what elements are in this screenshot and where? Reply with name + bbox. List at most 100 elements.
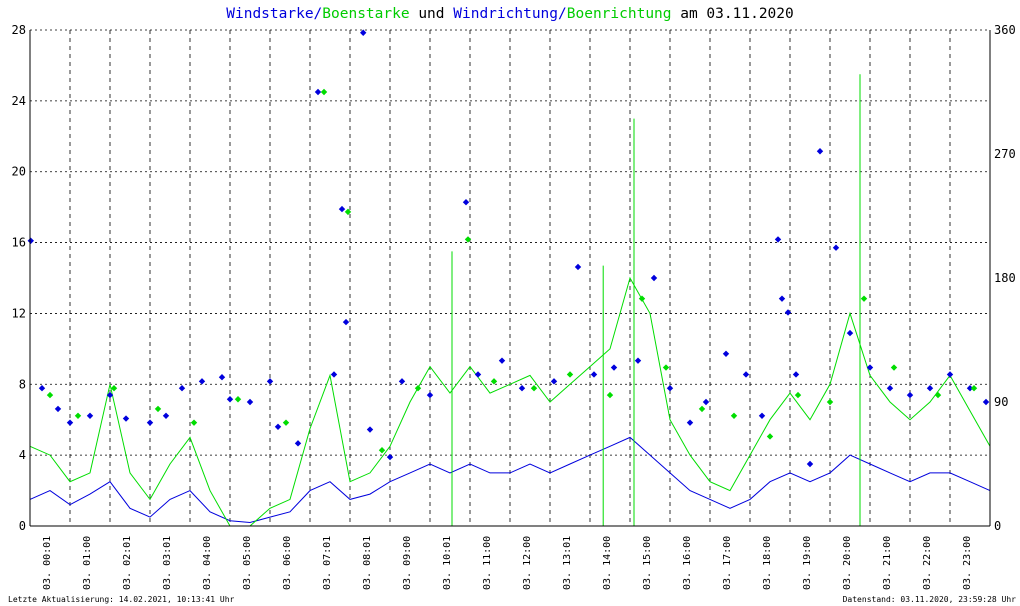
point-boenrichtung [890, 364, 898, 371]
point-windrichtung [686, 419, 694, 426]
y-right-tick-label: 180 [994, 271, 1016, 285]
x-tick-label: 03. 23:00 [962, 536, 973, 590]
point-windrichtung [266, 378, 274, 385]
point-boenrichtung [46, 391, 54, 399]
x-tick-label: 03. 14:00 [602, 536, 613, 590]
point-boenrichtung [766, 433, 774, 440]
series-points [27, 29, 990, 468]
y-left-tick-label: 24 [12, 94, 26, 108]
point-boenrichtung [464, 236, 472, 243]
point-windrichtung [816, 148, 824, 155]
point-windrichtung [866, 364, 874, 371]
point-windrichtung [666, 385, 674, 392]
x-tick-label: 03. 07:01 [322, 536, 333, 590]
x-tick-label: 03. 15:00 [642, 536, 653, 590]
point-boenrichtung [378, 447, 386, 454]
x-tick-label: 03. 03:01 [162, 536, 173, 590]
chart-title: Windstarke/Boenstarke und Windrichtung/B… [226, 6, 793, 22]
point-windrichtung [66, 419, 74, 426]
point-windrichtung [398, 378, 406, 385]
grid-lines [30, 30, 990, 526]
x-tick-label: 03. 11:00 [482, 536, 493, 590]
point-windrichtung [778, 295, 786, 302]
series-lines [29, 74, 991, 527]
point-windrichtung [54, 405, 62, 413]
x-tick-label: 03. 21:00 [882, 536, 893, 590]
point-boenrichtung [190, 419, 198, 426]
point-boenrichtung [490, 378, 498, 385]
point-windrichtung [198, 378, 206, 385]
x-tick-label: 03. 04:00 [202, 536, 213, 590]
title-date: am 03.11.2020 [672, 6, 794, 22]
y-right-tick-label: 360 [994, 23, 1016, 37]
point-windrichtung [330, 371, 338, 378]
point-windrichtung [758, 412, 766, 419]
point-windrichtung [742, 371, 750, 378]
y-right-tick-label: 90 [994, 395, 1008, 409]
y-left-tick-label: 4 [19, 448, 26, 462]
point-windrichtung [274, 423, 282, 430]
point-windrichtung [966, 385, 974, 392]
point-windrichtung [360, 29, 367, 36]
point-windrichtung [610, 364, 618, 371]
x-tick-label: 03. 10:01 [442, 536, 453, 590]
x-tick-label: 03. 01:00 [82, 536, 93, 590]
point-boenrichtung [730, 412, 738, 419]
point-windrichtung [498, 357, 506, 364]
point-windrichtung [982, 398, 990, 406]
title-windrichtung: Windrichtung/ [453, 6, 567, 22]
x-tick-label: 03. 00:01 [42, 536, 53, 590]
point-windrichtung [178, 385, 186, 392]
point-windrichtung [38, 385, 46, 392]
point-windrichtung [218, 374, 226, 381]
point-windrichtung [590, 371, 598, 378]
point-windrichtung [634, 357, 642, 364]
series-line-windstarke [29, 436, 991, 524]
title-boenrichtung: Boenrichtung [567, 6, 672, 22]
axes [29, 29, 991, 527]
y-left-tick-label: 12 [12, 306, 26, 320]
point-windrichtung [574, 263, 582, 271]
series-line-boenstarke [29, 276, 991, 527]
point-windrichtung [774, 236, 782, 243]
point-windrichtung [162, 412, 170, 419]
point-windrichtung [146, 419, 154, 426]
point-windrichtung [926, 385, 934, 392]
point-windrichtung [86, 412, 94, 419]
point-windrichtung [27, 237, 34, 244]
point-boenrichtung [794, 391, 802, 399]
point-boenrichtung [566, 371, 574, 378]
point-boenrichtung [282, 419, 290, 426]
y-left-tick-label: 20 [12, 165, 26, 179]
title-windstarke: Windstarke/ [226, 6, 322, 22]
x-tick-label: 03. 16:00 [682, 536, 693, 590]
point-boenrichtung [530, 385, 538, 392]
point-windrichtung [386, 453, 394, 461]
point-windrichtung [846, 329, 854, 337]
point-boenrichtung [606, 391, 614, 399]
point-boenrichtung [74, 412, 82, 419]
point-windrichtung [462, 199, 470, 206]
point-windrichtung [338, 205, 346, 213]
point-windrichtung [366, 426, 374, 433]
x-tick-label: 03. 18:00 [762, 536, 773, 590]
x-tick-label: 03. 13:01 [562, 536, 573, 590]
point-windrichtung [246, 398, 254, 406]
point-windrichtung [832, 244, 840, 251]
title-boenstarke: Boenstarke [322, 6, 409, 22]
point-windrichtung [474, 371, 482, 378]
point-boenrichtung [414, 385, 422, 392]
point-windrichtung [342, 318, 350, 326]
point-windrichtung [294, 440, 302, 447]
point-windrichtung [106, 391, 114, 399]
x-tick-label: 03. 20:00 [842, 536, 853, 590]
point-windrichtung [426, 391, 434, 399]
point-windrichtung [792, 371, 800, 378]
point-windrichtung [518, 385, 526, 392]
point-boenrichtung [826, 398, 834, 406]
x-tick-label: 03. 09:00 [402, 536, 413, 590]
point-boenrichtung [698, 405, 706, 413]
y-left-tick-label: 16 [12, 236, 26, 250]
point-boenrichtung [934, 391, 942, 399]
